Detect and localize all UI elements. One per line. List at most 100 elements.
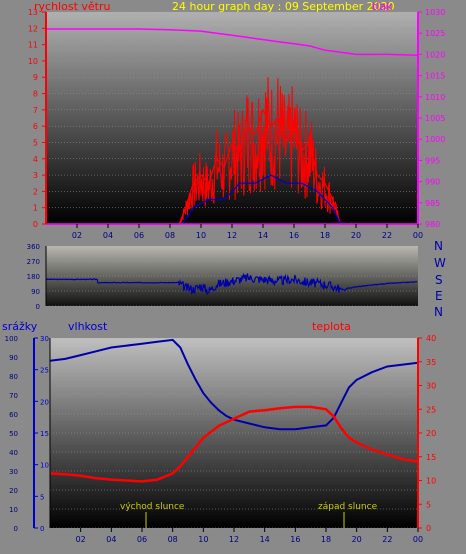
temp-axis-tick-label: 40 <box>426 334 436 343</box>
compass-w: W <box>434 256 446 270</box>
sunset-label: západ slunce <box>318 502 378 512</box>
wind-direction-line <box>45 272 418 296</box>
wind-axis-tick-label: 4 <box>33 155 38 164</box>
humidity-axis-tick-label: 60 <box>9 411 18 419</box>
direction-axis-tick-label: 360 <box>27 243 40 251</box>
wind-axis-tick-label: 1 <box>33 204 38 213</box>
wind-axis-tick-label: 3 <box>33 171 38 180</box>
graph-title: 24 hour graph day : 09 September 2020 <box>172 0 395 13</box>
wind-x-axis-tick-label: 08 <box>165 231 175 240</box>
humidity-axis-tick-label: 0 <box>14 525 18 533</box>
temp-axis-tick-label: 10 <box>426 477 436 486</box>
pressure-axis-tick-label: 1000 <box>425 135 445 144</box>
wind-speed-label: rychlost větru <box>34 0 110 13</box>
sunrise-label: východ slunce <box>120 502 185 512</box>
pressure-axis-tick-label: 980 <box>425 220 440 229</box>
humidity-x-axis-tick-label: 20 <box>352 535 362 544</box>
pressure-label: tlak <box>372 0 393 13</box>
rain-axis-tick-label: 5 <box>40 493 44 501</box>
compass-n-bottom: N <box>434 305 443 319</box>
wind-axis-tick-label: 8 <box>33 90 38 99</box>
wind-x-axis-tick-label: 06 <box>134 231 144 240</box>
direction-axis-tick-label: 270 <box>27 258 40 266</box>
pressure-axis-tick-label: 1030 <box>425 8 445 17</box>
wind-axis-tick-label: 5 <box>33 138 38 147</box>
wind-x-axis-tick-label: 12 <box>227 231 237 240</box>
wind-average-line <box>46 174 418 225</box>
humidity-line <box>49 338 419 431</box>
humidity-x-axis-tick-label: 10 <box>198 535 208 544</box>
rain-axis-tick-label: 25 <box>40 367 49 375</box>
temp-axis-tick-label: 5 <box>426 500 431 509</box>
wind-x-axis-tick-label: 22 <box>382 231 392 240</box>
humidity-axis-tick-label: 80 <box>9 373 18 381</box>
humidity-axis-tick-label: 10 <box>9 506 18 514</box>
pressure-axis-tick-label: 990 <box>425 178 440 187</box>
wind-x-axis-tick-label: 02 <box>72 231 82 240</box>
humidity-axis-tick-label: 100 <box>5 335 18 343</box>
humidity-x-axis-tick-label: 06 <box>137 535 147 544</box>
rain-axis-tick-label: 0 <box>40 525 44 533</box>
temp-axis-tick-label: 0 <box>426 524 431 533</box>
humidity-x-axis-tick-label: 18 <box>321 535 331 544</box>
direction-axis-tick-label: 90 <box>31 288 40 296</box>
pressure-line <box>46 28 419 56</box>
humidity-axis-tick-label: 20 <box>9 487 18 495</box>
rain-axis-tick-label: 30 <box>40 335 49 343</box>
humidity-x-axis-tick-label: 22 <box>382 535 392 544</box>
compass-e: E <box>435 289 443 303</box>
temp-axis-tick-label: 20 <box>426 429 436 438</box>
pressure-axis-tick-label: 995 <box>425 156 440 165</box>
wind-x-axis-tick-label: 00 <box>413 231 423 240</box>
wind-axis-tick-label: 6 <box>33 122 38 131</box>
humidity-axis-tick-label: 70 <box>9 392 18 400</box>
compass-n-top: N <box>434 239 443 253</box>
temp-axis-tick-label: 25 <box>426 405 436 414</box>
humidity-label: vlhkost <box>68 320 108 333</box>
pressure-axis-tick-label: 1010 <box>425 93 445 102</box>
wind-axis-tick-label: 7 <box>33 106 38 115</box>
humidity-x-axis-tick-label: 12 <box>229 535 239 544</box>
wind-axis-tick-label: 0 <box>33 220 38 229</box>
humidity-x-axis-tick-label: 14 <box>260 535 270 544</box>
wind-axis-tick-label: 2 <box>33 187 38 196</box>
humidity-x-axis-tick-label: 16 <box>290 535 300 544</box>
temp-axis-tick-label: 30 <box>426 382 436 391</box>
rain-label: srážky <box>2 320 38 333</box>
humidity-x-axis-tick-label: 00 <box>413 535 423 544</box>
temp-axis-tick-label: 35 <box>426 358 436 367</box>
rain-axis-tick-label: 20 <box>40 398 49 406</box>
wind-axis-tick-label: 12 <box>28 24 38 33</box>
humidity-x-axis-tick-label: 04 <box>106 535 116 544</box>
pressure-axis-tick-label: 1005 <box>425 114 445 123</box>
humidity-axis-tick-label: 30 <box>9 468 18 476</box>
humidity-axis-tick-label: 90 <box>9 354 18 362</box>
pressure-axis-tick-label: 985 <box>425 199 440 208</box>
wind-plot-area <box>46 12 418 224</box>
pressure-axis-tick-label: 1025 <box>425 29 445 38</box>
wind-x-axis-tick-label: 14 <box>258 231 268 240</box>
wind-axis-tick-label: 10 <box>28 57 38 66</box>
pressure-axis-tick-label: 1015 <box>425 72 445 81</box>
direction-axis-tick-label: 0 <box>36 303 40 311</box>
wind-axis-tick-label: 9 <box>33 73 38 82</box>
humidity-x-axis-tick-label: 02 <box>76 535 86 544</box>
wind-gust-trace <box>178 77 341 225</box>
temperature-line <box>49 405 419 483</box>
wind-x-axis-tick-label: 10 <box>196 231 206 240</box>
humidity-axis-tick-label: 50 <box>9 430 18 438</box>
rain-axis-tick-label: 15 <box>40 430 49 438</box>
compass-s: S <box>435 273 443 287</box>
humidity-axis-tick-label: 40 <box>9 449 18 457</box>
wind-x-axis-tick-label: 04 <box>103 231 113 240</box>
wind-x-axis-tick-label: 16 <box>289 231 299 240</box>
wind-x-axis-tick-label: 18 <box>320 231 330 240</box>
wind-x-axis-tick-label: 20 <box>351 231 361 240</box>
direction-axis-tick-label: 180 <box>27 273 40 281</box>
temperature-label: teplota <box>312 320 351 333</box>
wind-axis-tick-label: 11 <box>28 41 38 50</box>
humidity-x-axis-tick-label: 08 <box>168 535 178 544</box>
rain-axis-tick-label: 10 <box>40 462 49 470</box>
